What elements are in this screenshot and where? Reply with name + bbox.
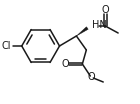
Polygon shape: [76, 27, 88, 36]
Text: O: O: [88, 72, 95, 82]
Text: HN: HN: [92, 20, 107, 30]
Text: O: O: [61, 59, 69, 69]
Text: O: O: [101, 5, 109, 15]
Text: Cl: Cl: [1, 41, 11, 51]
